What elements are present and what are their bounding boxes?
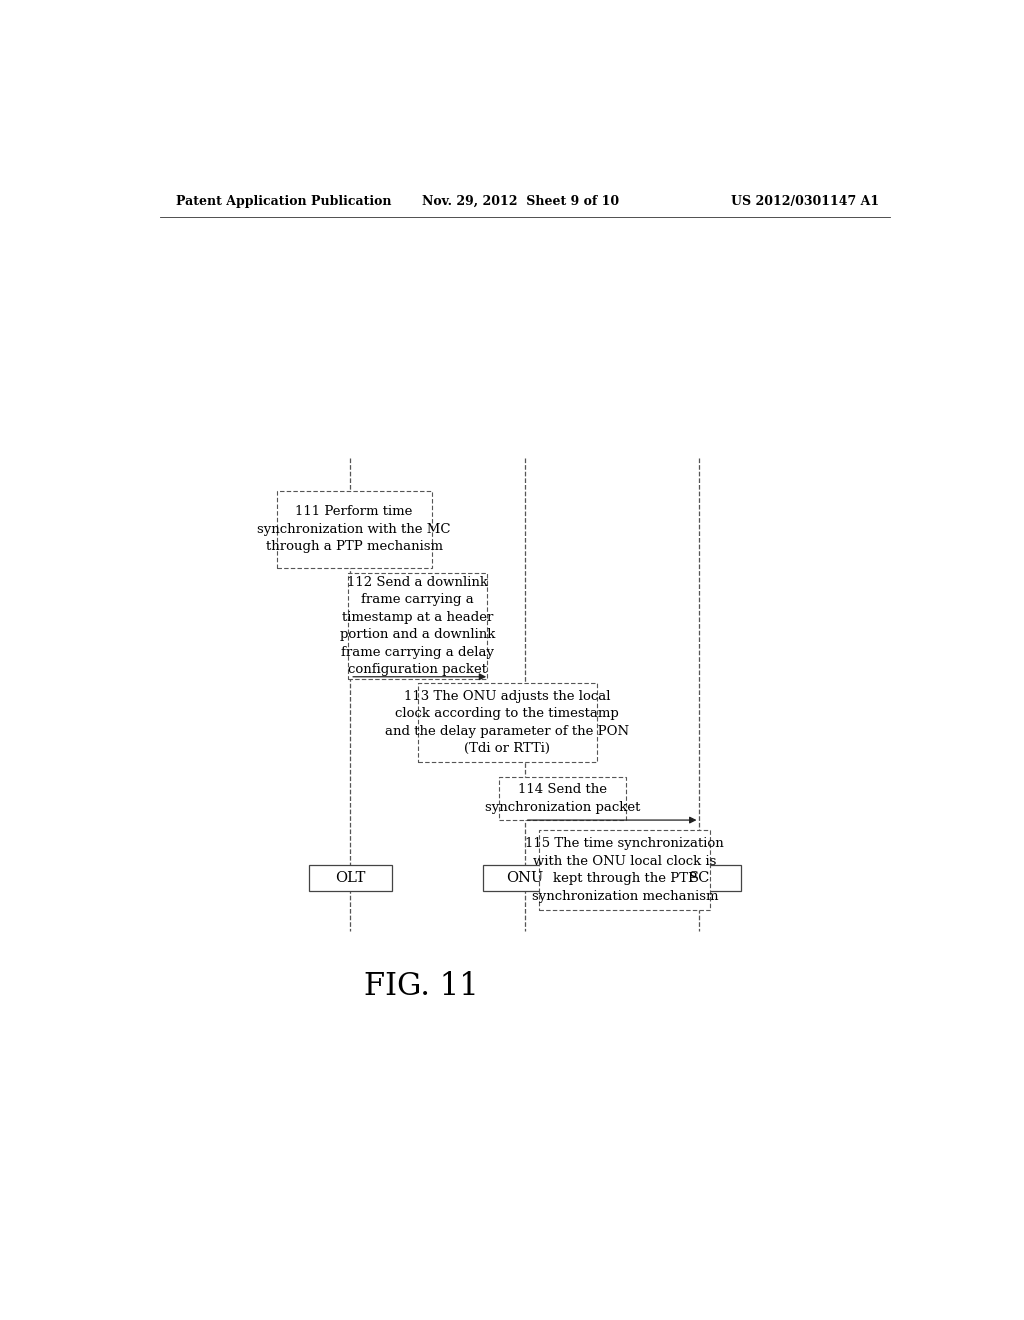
FancyBboxPatch shape (500, 777, 627, 820)
Text: Patent Application Publication: Patent Application Publication (176, 194, 391, 207)
Text: 111 Perform time
synchronization with the MC
through a PTP mechanism: 111 Perform time synchronization with th… (257, 506, 451, 553)
FancyBboxPatch shape (308, 865, 392, 891)
Text: 115 The time synchronization
with the ONU local clock is
kept through the PTP
sy: 115 The time synchronization with the ON… (525, 837, 724, 903)
Text: 112 Send a downlink
frame carrying a
timestamp at a header
portion and a downlin: 112 Send a downlink frame carrying a tim… (340, 576, 496, 676)
FancyBboxPatch shape (348, 573, 487, 680)
Text: FIG. 11: FIG. 11 (365, 972, 479, 1002)
Text: ONU: ONU (506, 871, 544, 884)
Text: 113 The ONU adjusts the local
clock according to the timestamp
and the delay par: 113 The ONU adjusts the local clock acco… (385, 690, 630, 755)
FancyBboxPatch shape (418, 682, 597, 762)
Text: Nov. 29, 2012  Sheet 9 of 10: Nov. 29, 2012 Sheet 9 of 10 (422, 194, 618, 207)
Text: 114 Send the
synchronization packet: 114 Send the synchronization packet (485, 784, 641, 814)
FancyBboxPatch shape (276, 491, 431, 568)
Text: SC: SC (689, 871, 710, 884)
FancyBboxPatch shape (657, 865, 741, 891)
Text: US 2012/0301147 A1: US 2012/0301147 A1 (731, 194, 880, 207)
Text: OLT: OLT (335, 871, 366, 884)
FancyBboxPatch shape (540, 830, 710, 909)
FancyBboxPatch shape (483, 865, 566, 891)
